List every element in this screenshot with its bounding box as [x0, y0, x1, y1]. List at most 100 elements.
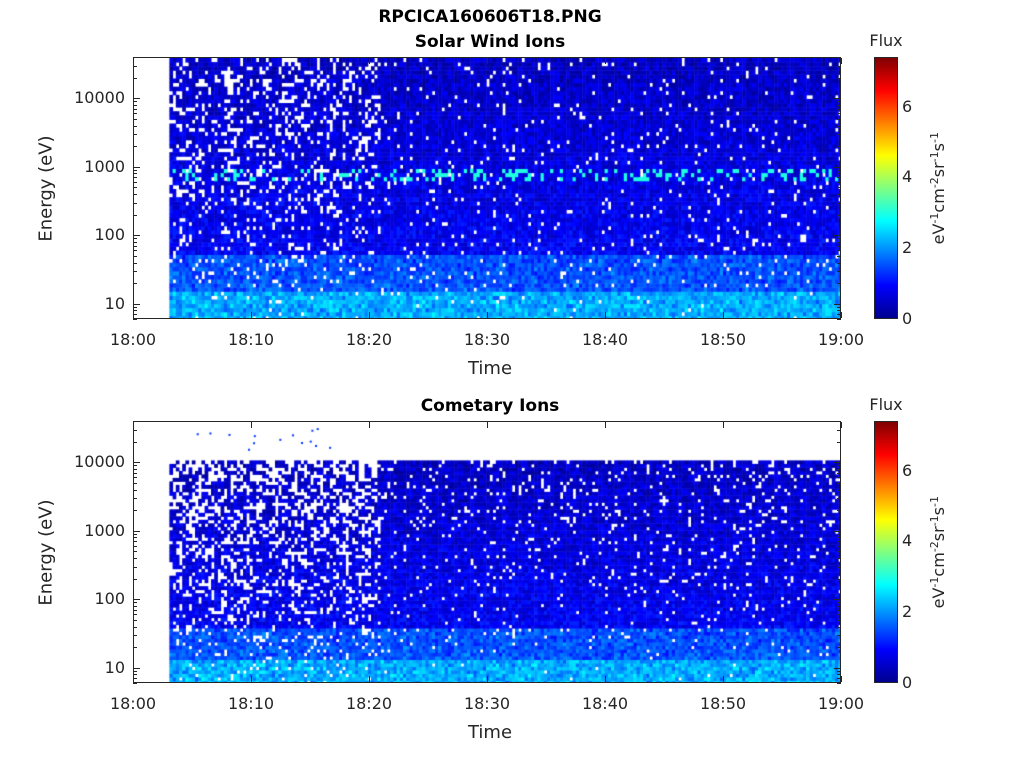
y-minor-tick [837, 283, 841, 285]
x-tick-mark [250, 312, 252, 318]
y-tick-label: 100 [94, 225, 125, 245]
x-tick-label: 19:00 [817, 330, 865, 349]
x-tick-mark [368, 422, 370, 428]
y-minor-tick [837, 310, 841, 312]
y-minor-tick [837, 545, 841, 547]
y-minor-tick [837, 465, 841, 467]
y-minor-tick [133, 510, 137, 512]
y-minor-tick [133, 306, 137, 308]
panel-title-solar-wind: Solar Wind Ions [414, 32, 566, 52]
x-tick-mark [604, 422, 606, 428]
y-tick-mark [834, 98, 841, 100]
x-tick-mark [486, 58, 488, 64]
x-tick-label: 18:50 [699, 694, 747, 713]
x-tick-label: 18:40 [581, 694, 629, 713]
y-minor-tick [133, 241, 137, 243]
unit-base: sr [929, 526, 949, 542]
colorbar-tick-label: 6 [902, 460, 913, 480]
y-tick-mark [133, 235, 140, 237]
y-minor-tick [837, 77, 841, 79]
y-minor-tick [133, 250, 137, 252]
y-minor-tick [133, 238, 137, 240]
unit-exponent: -1 [927, 496, 941, 507]
x-tick-mark [604, 58, 606, 64]
y-minor-tick [133, 245, 137, 247]
y-minor-tick [133, 578, 137, 580]
y-minor-tick [837, 104, 841, 106]
y-minor-tick [133, 472, 137, 474]
y-tick-label: 10 [104, 293, 125, 313]
y-minor-tick [133, 125, 137, 127]
solar-wind-spectrogram [133, 57, 841, 319]
x-tick-mark [840, 312, 842, 318]
unit-exponent: -1 [927, 151, 941, 163]
y-minor-tick [133, 214, 137, 216]
y-minor-tick [133, 283, 137, 285]
y-minor-tick [837, 537, 841, 539]
y-tick-mark [834, 303, 841, 305]
y-minor-tick [837, 605, 841, 607]
y-minor-tick [133, 626, 137, 628]
y-minor-tick [837, 173, 841, 175]
y-minor-tick [837, 262, 841, 264]
x-tick-mark [132, 58, 134, 64]
y-tick-mark [834, 462, 841, 464]
y-minor-tick [837, 194, 841, 196]
y-minor-tick [837, 271, 841, 273]
y-minor-tick [133, 194, 137, 196]
y-minor-tick [133, 255, 137, 257]
x-tick-label: 18:10 [227, 330, 275, 349]
y-minor-tick [133, 101, 137, 103]
x-tick-mark [250, 58, 252, 64]
y-minor-tick [837, 489, 841, 491]
y-minor-tick [133, 678, 137, 680]
x-tick-mark [840, 422, 842, 428]
y-minor-tick [837, 541, 841, 543]
panel-title-cometary: Cometary Ions [420, 396, 560, 416]
y-minor-tick [133, 566, 137, 568]
y-minor-tick [133, 441, 137, 443]
x-tick-label: 18:00 [109, 694, 157, 713]
y-minor-tick [837, 472, 841, 474]
y-minor-tick [133, 169, 137, 171]
y-minor-tick [837, 250, 841, 252]
y-minor-tick [133, 113, 137, 115]
y-tick-mark [834, 530, 841, 532]
y-minor-tick [133, 177, 137, 179]
y-minor-tick [837, 609, 841, 611]
x-tick-mark [486, 422, 488, 428]
y-tick-label: 10000 [74, 452, 125, 472]
x-tick-mark [250, 422, 252, 428]
y-minor-tick [133, 421, 137, 422]
unit-exponent: -1 [927, 212, 941, 224]
y-minor-tick [837, 255, 841, 257]
figure-title: RPCICA160606T18.PNG [378, 7, 602, 27]
x-tick-mark [722, 58, 724, 64]
unit-exponent: -1 [927, 132, 941, 143]
x-tick-mark [722, 422, 724, 428]
y-minor-tick [837, 551, 841, 553]
x-tick-mark [250, 676, 252, 682]
colorbar-tick-label: 2 [902, 602, 913, 622]
x-tick-mark [604, 676, 606, 682]
y-minor-tick [133, 541, 137, 543]
colorbar-title: Flux [869, 395, 903, 414]
solar-wind-heatmap [134, 58, 840, 318]
x-tick-mark [368, 676, 370, 682]
y-minor-tick [133, 683, 137, 684]
y-minor-tick [837, 245, 841, 247]
y-axis-label-energy: Energy (eV) [35, 499, 57, 606]
y-tick-mark [834, 599, 841, 601]
x-tick-label: 18:00 [109, 330, 157, 349]
y-tick-mark [133, 166, 140, 168]
unit-base: sr [929, 162, 949, 178]
y-minor-tick [837, 626, 841, 628]
x-axis-label-time: Time [467, 722, 513, 743]
y-minor-tick [837, 101, 841, 103]
x-tick-label: 18:20 [345, 694, 393, 713]
y-minor-tick [837, 306, 841, 308]
y-minor-tick [133, 319, 137, 320]
y-minor-tick [133, 477, 137, 479]
y-minor-tick [133, 609, 137, 611]
y-tick-mark [133, 303, 140, 305]
